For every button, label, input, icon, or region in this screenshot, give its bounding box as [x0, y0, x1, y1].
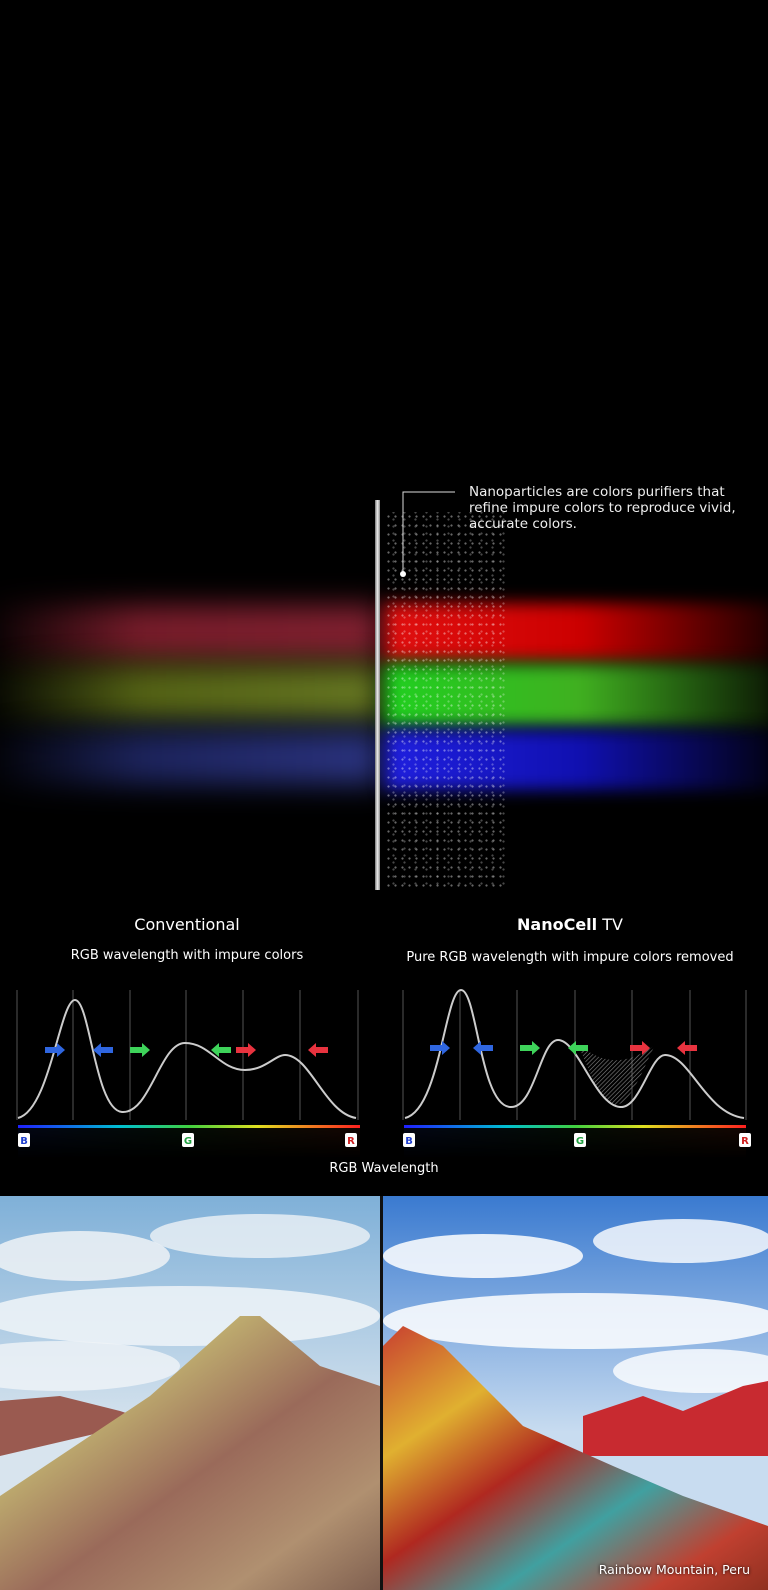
label-r: R: [347, 1136, 355, 1147]
nanocell-spectrum-bar: [404, 1125, 746, 1128]
nanocell-title-bold: NanoCell: [517, 915, 598, 934]
callout-leader-line: [400, 491, 455, 577]
label-b: B: [20, 1136, 28, 1147]
impure-red-beam: [0, 605, 380, 660]
arrow-right-icon: [236, 1043, 256, 1057]
removed-impure-area: [578, 1045, 655, 1105]
pure-green-beam: [385, 664, 768, 726]
nanocell-chart: [402, 990, 747, 1120]
arrow-left-icon: [93, 1043, 113, 1057]
nanocell-arrows: [430, 1041, 697, 1055]
conventional-subtitle: RGB wavelength with impure colors: [70, 948, 304, 963]
photo-divider: [380, 1196, 383, 1590]
arrow-left-icon: [308, 1043, 328, 1057]
nanocell-curve: [404, 988, 745, 1119]
nanocell-subtitle: Pure RGB wavelength with impure colors r…: [406, 950, 734, 965]
pure-blue-beam: [385, 730, 768, 790]
arrow-right-icon: [130, 1043, 150, 1057]
label-g: G: [576, 1136, 584, 1147]
arrow-left-icon: [473, 1041, 493, 1055]
pure-red-beam: [385, 603, 768, 661]
callout-text: Nanoparticles are colors purifiers that …: [469, 484, 736, 532]
axis-label: RGB Wavelength: [329, 1161, 439, 1176]
conventional-curve: [17, 998, 357, 1119]
panel-edge: [375, 500, 380, 890]
conventional-chart: [16, 990, 359, 1120]
nanocell-title: NanoCell TV: [400, 915, 740, 934]
conventional-title: Conventional: [134, 915, 240, 934]
impure-blue-beam: [0, 730, 380, 785]
impure-green-beam: [0, 665, 380, 720]
label-b: B: [405, 1136, 413, 1147]
conventional-spectrum-bar: [18, 1125, 360, 1128]
conventional-photo: [0, 1196, 380, 1590]
nanocell-photo: [383, 1196, 768, 1590]
label-g: G: [184, 1136, 192, 1147]
arrow-right-icon: [520, 1041, 540, 1055]
nanocell-title-rest: TV: [597, 915, 623, 934]
photo-caption: Rainbow Mountain, Peru: [598, 1562, 750, 1577]
label-r: R: [741, 1136, 749, 1147]
arrow-left-icon: [677, 1041, 697, 1055]
wavelength-charts: B G R B G R: [16, 988, 751, 1157]
